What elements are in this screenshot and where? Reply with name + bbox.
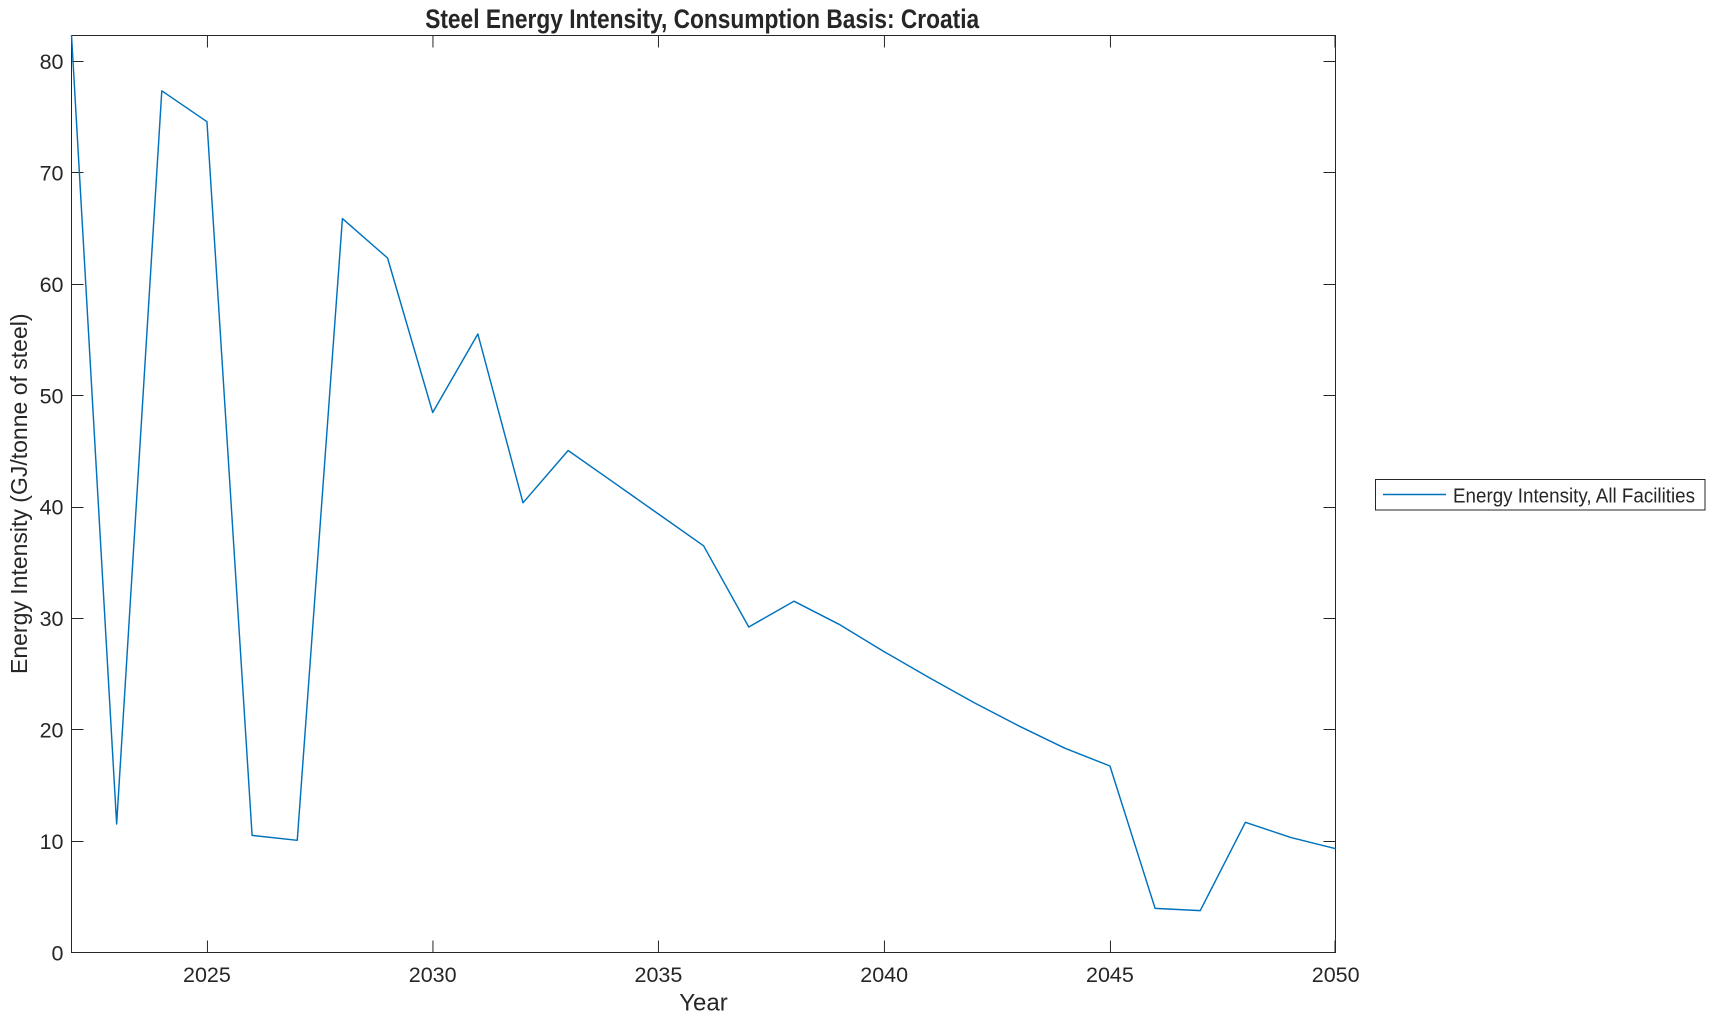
svg-text:2050: 2050 [1312,963,1360,987]
svg-text:Year: Year [679,990,728,1017]
svg-text:20: 20 [40,718,64,742]
svg-text:60: 60 [40,273,64,297]
svg-text:0: 0 [52,941,64,965]
svg-text:80: 80 [40,50,64,74]
svg-text:2045: 2045 [1086,963,1134,987]
svg-text:2040: 2040 [860,963,908,987]
svg-text:10: 10 [40,830,64,854]
svg-text:40: 40 [40,496,64,520]
svg-text:2025: 2025 [183,963,231,987]
svg-text:Energy Intensity (GJ/tonne of: Energy Intensity (GJ/tonne of steel) [6,313,32,674]
svg-text:30: 30 [40,607,64,631]
svg-text:70: 70 [40,161,64,185]
svg-text:2030: 2030 [409,963,457,987]
svg-text:Steel Energy Intensity, Consum: Steel Energy Intensity, Consumption Basi… [425,4,979,34]
svg-text:2035: 2035 [635,963,683,987]
svg-text:50: 50 [40,384,64,408]
svg-text:Energy Intensity, All Faciliti: Energy Intensity, All Facilities [1453,485,1695,507]
